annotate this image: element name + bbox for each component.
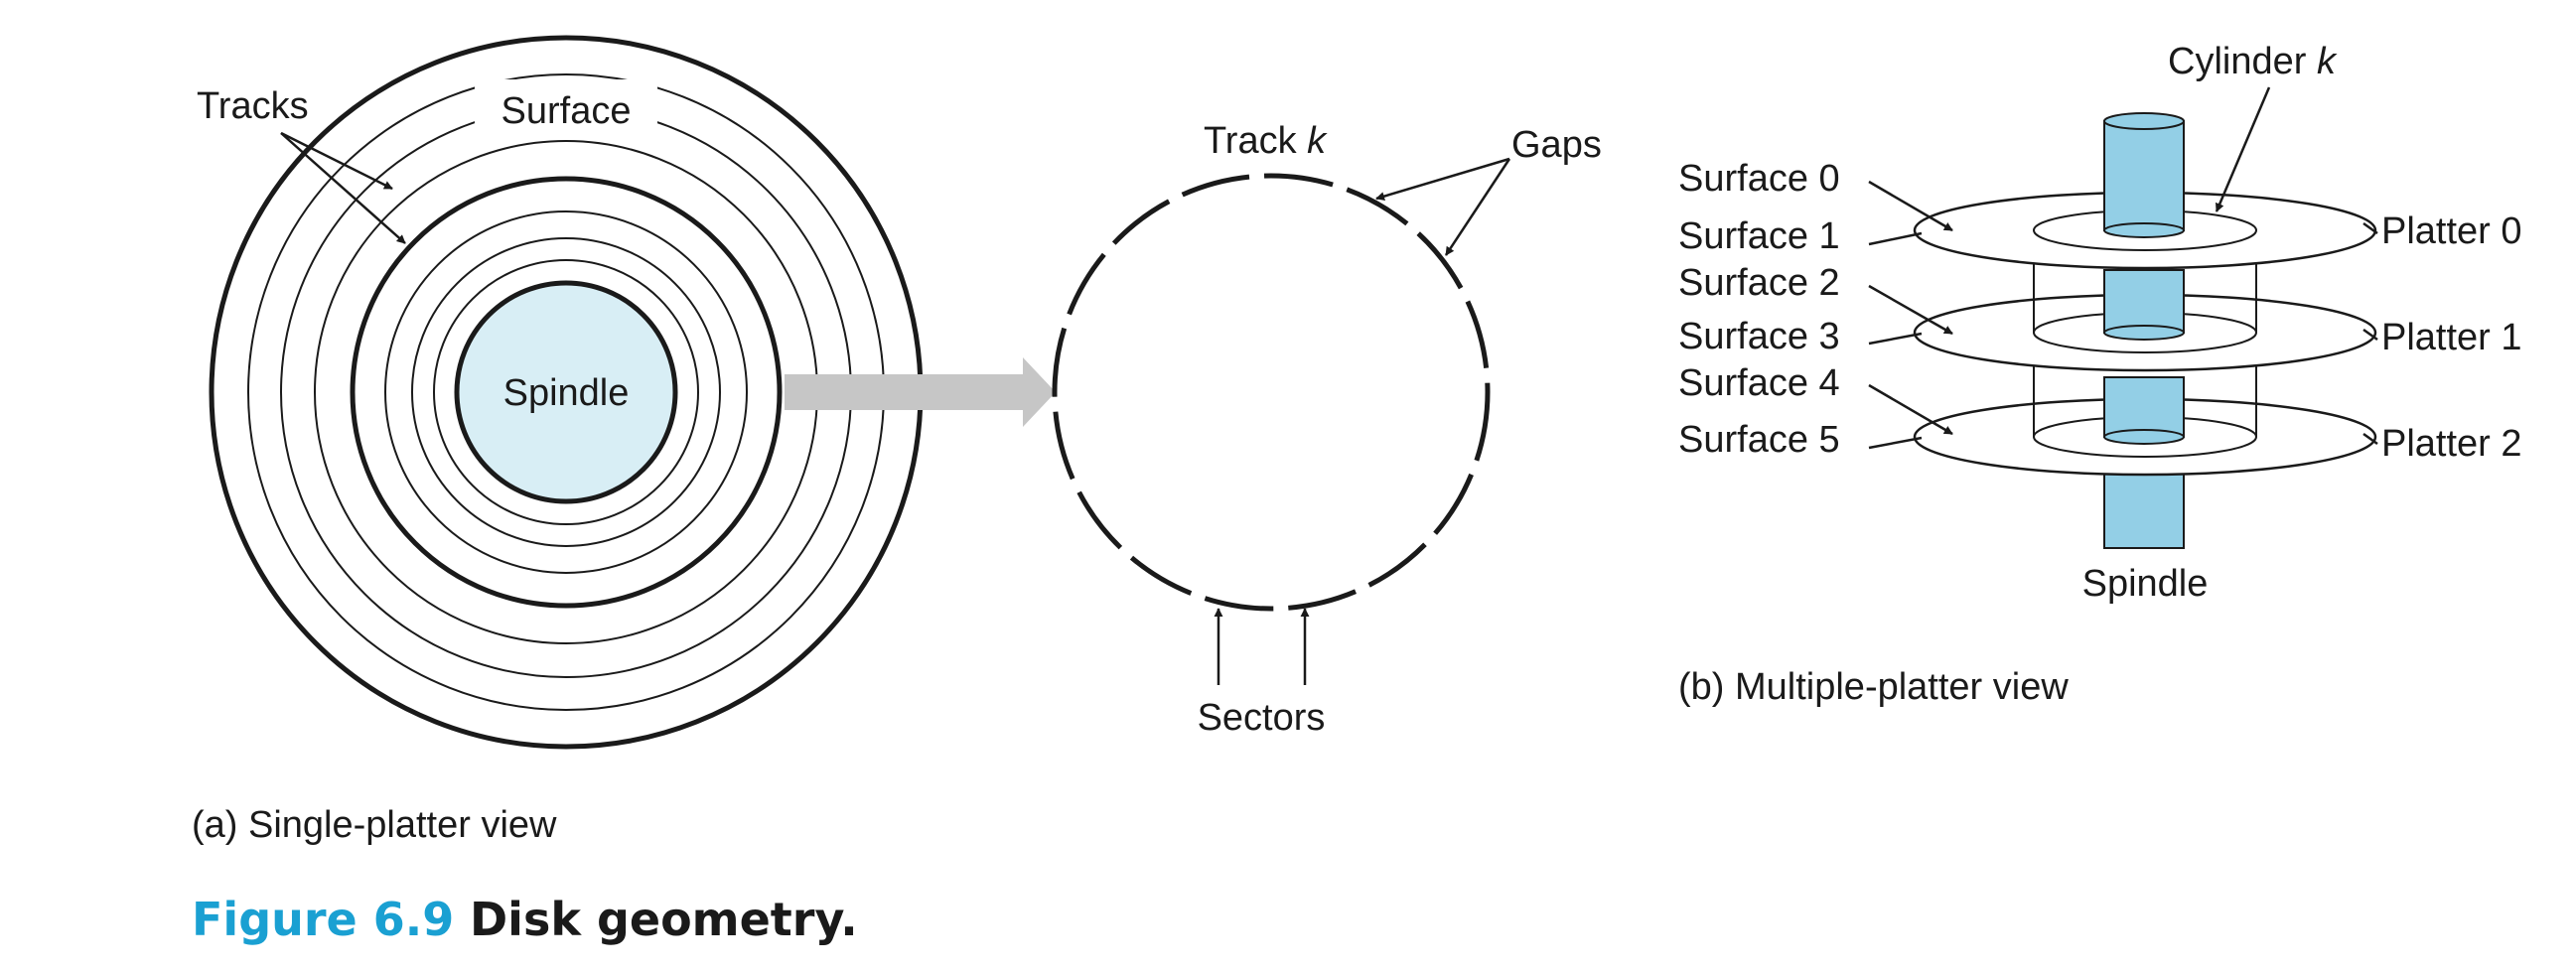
track-detail-view: Track k Gaps Sectors [1052, 120, 1602, 739]
track-ring [411, 237, 721, 547]
surface-0-pointer-arrow [1868, 180, 1953, 232]
gaps-label: Gaps [1511, 124, 1602, 166]
track-ring [433, 259, 699, 525]
spindle-shaft-segment [2103, 376, 2185, 438]
figure-title: Disk geometry. [470, 893, 858, 946]
spindle-shaft-cap [2103, 112, 2185, 130]
spindle-shaft-cap [2103, 222, 2185, 238]
surface-label-backdrop [475, 79, 657, 133]
spindle-shaft-top [2103, 120, 2185, 231]
tracks-pointer-arrow [280, 132, 406, 244]
platter-2-label: Platter 2 [2381, 423, 2522, 465]
track-ring [384, 210, 748, 574]
platter-1-pointer [2362, 328, 2378, 342]
single-platter-caption: (a) Single-platter view [192, 804, 557, 846]
track-k-ring [1052, 173, 1491, 612]
cylinder-k-pointer-arrow [2215, 86, 2271, 212]
surface-4-label: Surface 4 [1678, 362, 1840, 404]
surface-2-label: Surface 2 [1678, 262, 1840, 304]
single-platter-view: Spindle Surface Tracks (a) Single-platte… [192, 35, 924, 846]
surface-2-pointer-arrow [1868, 284, 1953, 336]
platter-0-pointer [2362, 221, 2378, 235]
sectors-label: Sectors [1198, 697, 1326, 739]
platter-1-label: Platter 1 [2381, 317, 2522, 358]
platter-2-pointer [2362, 432, 2378, 446]
gap-pointer-arrow [1444, 158, 1511, 256]
surface-1-label: Surface 1 [1678, 215, 1840, 257]
gap-pointer-arrow [1375, 157, 1510, 201]
tracks-label: Tracks [197, 85, 309, 127]
track-k-label: Track k [1204, 120, 1328, 162]
surface-3-pointer [1868, 332, 1923, 346]
surface-0-label: Surface 0 [1678, 158, 1840, 200]
surface-label: Surface [501, 90, 632, 132]
cylinder-k-label: Cylinder k [2168, 41, 2338, 82]
surface-5-pointer [1868, 436, 1923, 450]
surface-3-label: Surface 3 [1678, 316, 1840, 357]
spindle-label: Spindle [503, 372, 630, 414]
spindle-shaft-cap [2103, 325, 2185, 341]
multiple-platter-caption: (b) Multiple-platter view [1678, 666, 2069, 708]
figure-number: Figure 6.9 [192, 893, 454, 946]
tracks-pointer-arrow [280, 131, 393, 191]
spindle-shaft-segment [2103, 269, 2185, 334]
zoom-arrow [785, 357, 1056, 427]
platter-0-label: Platter 0 [2381, 210, 2522, 252]
spindle-label-multi: Spindle [2082, 563, 2209, 605]
spindle-hub [454, 280, 678, 504]
surface-1-pointer [1868, 231, 1923, 246]
spindle-shaft-cap [2103, 429, 2185, 445]
surface-5-label: Surface 5 [1678, 419, 1840, 461]
surface-4-pointer-arrow [1868, 383, 1953, 436]
multiple-platter-view: Cylinder k Surface 0 Surface 1 Surface 2… [1678, 41, 2522, 708]
highlighted-track-ring [350, 176, 783, 609]
